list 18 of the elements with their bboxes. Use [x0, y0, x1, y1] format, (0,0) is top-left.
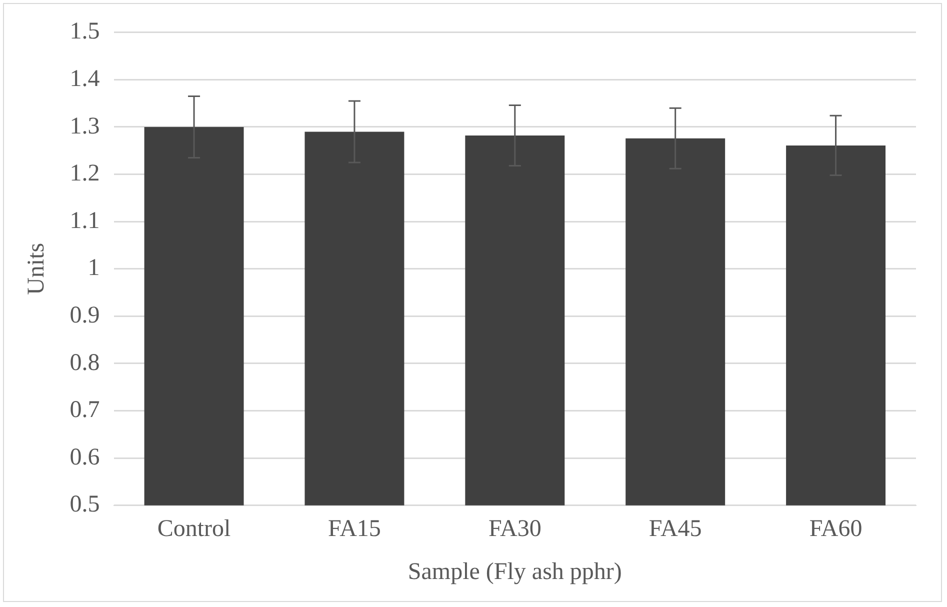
y-tick-label: 1.2: [70, 160, 100, 187]
x-tick-label: FA15: [328, 516, 381, 542]
x-tick-label: FA45: [648, 516, 702, 542]
y-tick-label: 0.8: [70, 350, 100, 376]
x-tick-label: FA60: [809, 516, 862, 542]
y-tick-label: 1.1: [70, 208, 100, 234]
y-tick-label: 1.3: [70, 113, 100, 140]
x-tick-label: FA30: [488, 516, 542, 542]
x-axis-title: Sample (Fly ash pphr): [408, 558, 622, 585]
y-axis-title: Units: [24, 242, 50, 295]
y-tick-label: 0.9: [70, 302, 100, 328]
y-tick-label: 0.7: [70, 397, 100, 424]
y-tick-label: 1.4: [70, 66, 100, 92]
y-tick-label: 1.5: [70, 18, 100, 45]
y-tick-label: 1: [88, 255, 100, 282]
x-tick-label: Control: [157, 516, 232, 542]
y-tick-label: 0.6: [70, 444, 100, 470]
y-tick-label: 0.5: [70, 492, 100, 518]
